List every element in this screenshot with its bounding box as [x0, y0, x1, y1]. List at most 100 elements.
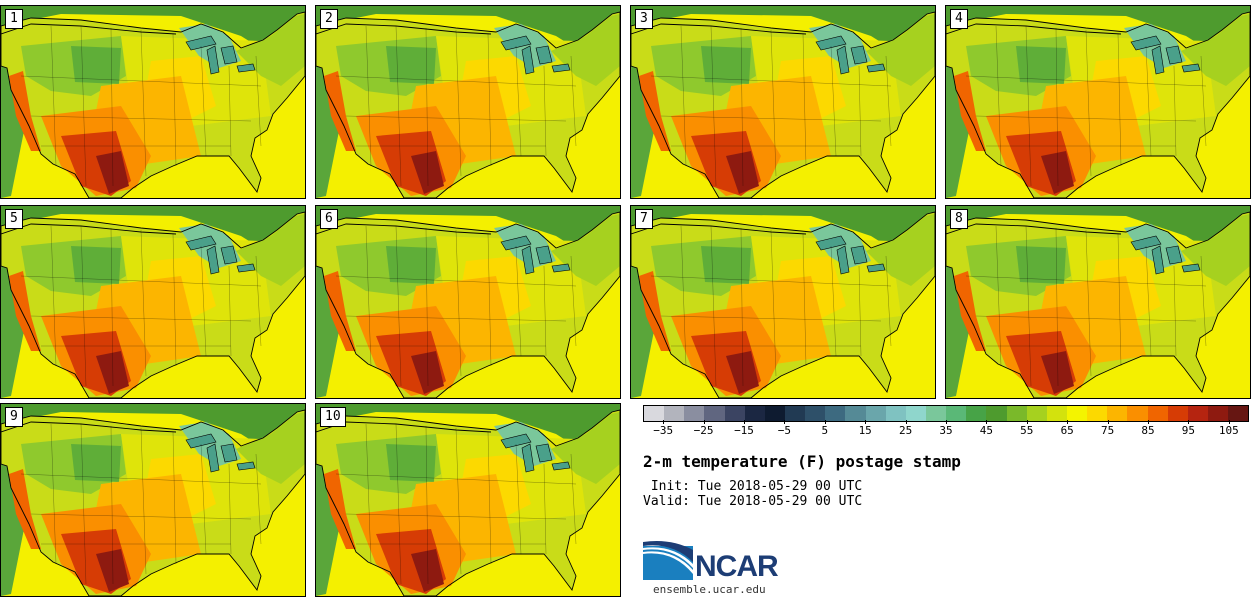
lake [236, 263, 256, 273]
temperature-zone [1041, 351, 1074, 394]
temperature-zone [96, 351, 129, 394]
coastline [1, 11, 305, 198]
temperature-zone [411, 351, 444, 394]
lake [236, 461, 256, 471]
state-border [345, 315, 567, 322]
temperature-zone [1016, 46, 1066, 84]
stamp-panel-8[interactable]: 8 [945, 205, 1251, 399]
state-border [1117, 233, 1122, 367]
state-border [1055, 227, 1059, 387]
temperature-zone [701, 246, 751, 284]
colorbar-swatch [805, 406, 826, 421]
colorbar-swatch [986, 406, 1007, 421]
stamp-panel-7[interactable]: 7 [630, 205, 936, 399]
state-border [660, 315, 882, 322]
state-border [20, 275, 262, 287]
lake [850, 245, 868, 265]
state-border [975, 315, 1197, 322]
coastline [946, 11, 1250, 198]
state-border [710, 225, 717, 387]
valid-time: Valid: Tue 2018-05-29 00 UTC [643, 494, 863, 509]
state-border [740, 227, 744, 387]
lake [185, 433, 217, 449]
lake [551, 461, 571, 471]
member-number: 4 [950, 9, 968, 29]
state-border [802, 233, 807, 367]
stamp-panel-2[interactable]: 2 [315, 5, 621, 199]
state-border [1085, 229, 1092, 377]
state-border [858, 265, 862, 357]
northern-region [946, 6, 1250, 76]
state-border [1025, 25, 1032, 187]
state-border [680, 25, 687, 167]
colorbar-swatch [865, 406, 886, 421]
ncar-logo-icon[interactable] [643, 540, 793, 584]
colorbar-tick-label: 75 [1100, 424, 1115, 437]
temperature-zone [954, 71, 986, 151]
colorbar-tick [865, 420, 867, 424]
temperature-zone [1016, 246, 1066, 284]
state-border [965, 75, 1207, 87]
state-border [335, 473, 577, 485]
state-border [20, 473, 262, 485]
temperature-zone [96, 151, 129, 194]
lake [1151, 45, 1165, 75]
state-border [455, 427, 462, 575]
state-border [172, 33, 177, 167]
stamp-panel-9[interactable]: 9 [0, 403, 306, 597]
state-border [543, 463, 547, 555]
temperature-zone [96, 549, 129, 592]
stamp-panel-3[interactable]: 3 [630, 5, 936, 199]
site-url[interactable]: ensemble.ucar.edu [653, 583, 766, 596]
colorbar-swatch [1187, 406, 1208, 421]
colorbar-swatch [1147, 406, 1168, 421]
state-border [255, 255, 262, 347]
colorbar-tick [986, 420, 988, 424]
northern-region [316, 206, 620, 276]
state-border [50, 225, 57, 367]
colorbar-tick-label: 95 [1181, 424, 1196, 437]
state-border [487, 33, 492, 167]
stamp-panel-5[interactable]: 5 [0, 205, 306, 399]
temperature-zone [324, 469, 356, 549]
lake [220, 443, 238, 463]
lake [551, 63, 571, 73]
stamp-panel-4[interactable]: 4 [945, 5, 1251, 199]
lake [1151, 245, 1165, 275]
colorbar-swatch [664, 406, 685, 421]
colorbar-swatch [1228, 406, 1249, 421]
colorbar-tick [1188, 420, 1190, 424]
temperature-map [316, 6, 620, 198]
colorbar-swatch [946, 406, 967, 421]
northern-region [316, 6, 620, 76]
stamp-panel-6[interactable]: 6 [315, 205, 621, 399]
colorbar-swatch [744, 406, 765, 421]
stamp-panel-1[interactable]: 1 [0, 5, 306, 199]
lake [551, 263, 571, 273]
state-border [650, 75, 892, 87]
colorbar-tick [744, 420, 745, 424]
colorbar-tick-label: −35 [653, 424, 674, 437]
plot-title: 2-m temperature (F) postage stamp [643, 452, 961, 471]
northern-region [1, 6, 305, 76]
state-border [858, 65, 862, 157]
state-border [30, 315, 252, 322]
state-border [345, 513, 567, 520]
coastline [316, 409, 620, 596]
state-border [1117, 33, 1122, 167]
member-number: 2 [320, 9, 338, 29]
lake [1130, 35, 1162, 51]
temperature-zone [1041, 151, 1074, 194]
colorbar-tick [1148, 420, 1149, 424]
colorbar-tick [905, 420, 907, 424]
coastline [1, 409, 305, 596]
state-border [110, 27, 114, 187]
colorbar-tick [946, 420, 947, 424]
state-border [50, 25, 57, 167]
state-border [660, 115, 882, 122]
state-border [140, 29, 147, 177]
colorbar-swatch [1087, 406, 1108, 421]
state-border [885, 255, 892, 347]
stamp-panel-10[interactable]: 10 [315, 403, 621, 597]
colorbar-swatch [1207, 406, 1229, 421]
